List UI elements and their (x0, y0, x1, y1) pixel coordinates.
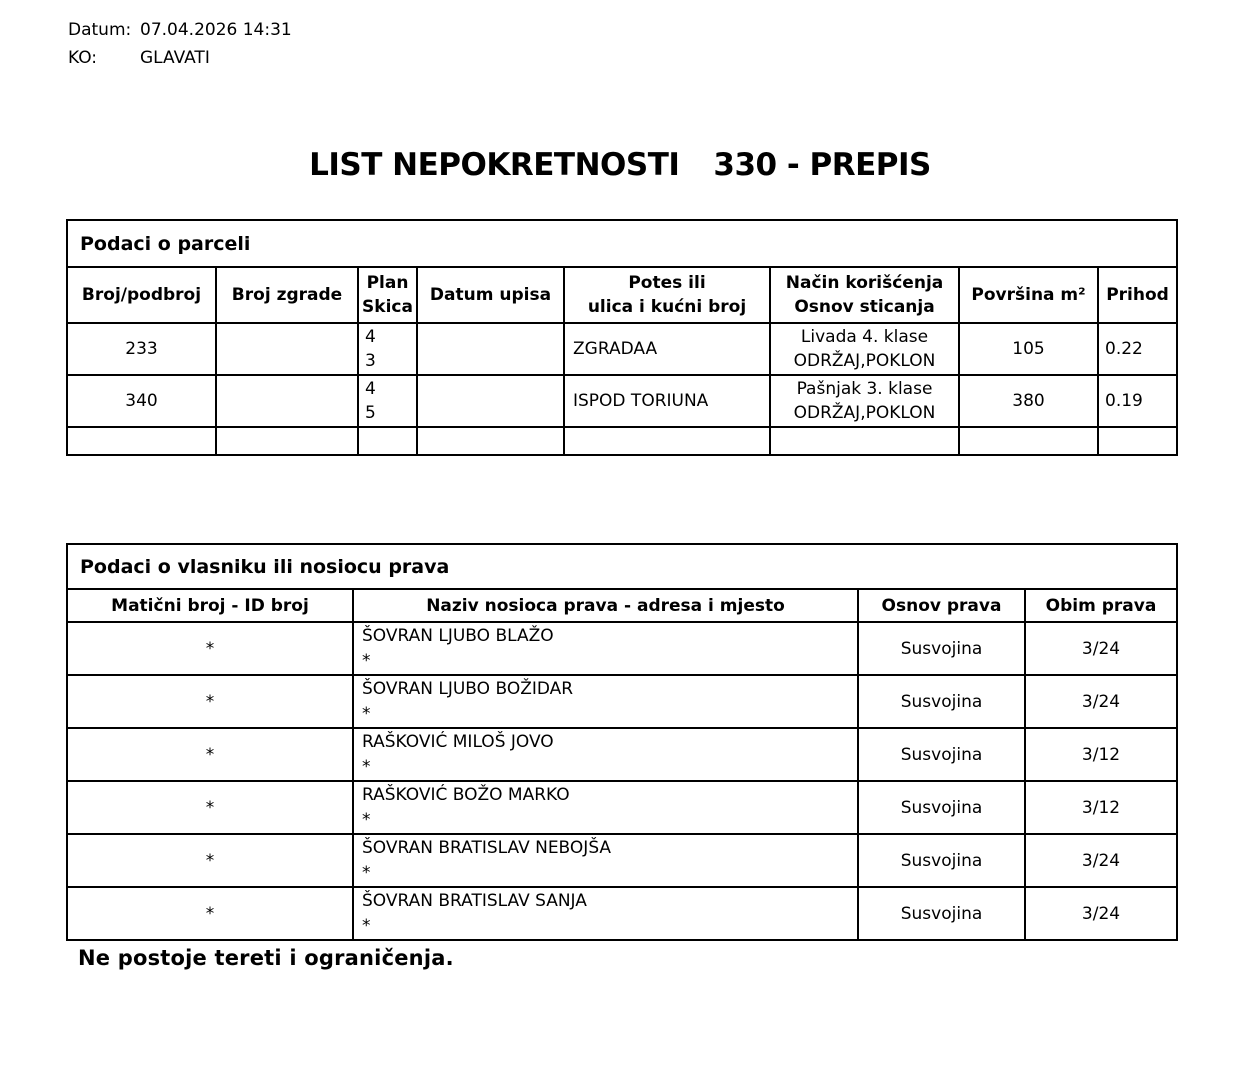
col-header-naziv-nosioca: Naziv nosioca prava - adresa i mjesto (352, 588, 859, 623)
page-title-text: LIST NEPOKRETNOSTI (309, 147, 680, 183)
col-header-broj-zgrade: Broj zgrade (215, 266, 359, 324)
cell-prihod: 0.19 (1096, 374, 1179, 428)
page-title-number: 330 - PREPIS (713, 147, 931, 183)
cell-osnov-prava: Susvojina (857, 621, 1026, 676)
col-header-osnov-prava: Osnov prava (857, 588, 1026, 623)
cell-nacin-osnov: Livada 4. klase ODRŽAJ,POKLON (769, 322, 960, 376)
cell-obim-prava: 3/24 (1024, 833, 1178, 888)
owner-section-title-row: Podaci o vlasniku ili nosiocu prava (66, 543, 1178, 590)
col-header-prihod: Prihod (1096, 266, 1179, 324)
col-header-potes: Potes ili ulica i kućni broj (563, 266, 771, 324)
cell-naziv-nosioca: ŠOVRAN BRATISLAV NEBOJŠA * (352, 833, 859, 888)
cell-maticni-broj: * (66, 833, 354, 888)
cell-obim-prava: 3/24 (1024, 886, 1178, 941)
owner-table: Podaci o vlasniku ili nosiocu prava Mati… (66, 543, 1178, 941)
cell-osnov-prava: Susvojina (857, 727, 1026, 782)
cell-broj-zgrade (215, 322, 359, 376)
cell-maticni-broj: * (66, 780, 354, 835)
cell-maticni-broj: * (66, 621, 354, 676)
cell-naziv-nosioca: ŠOVRAN LJUBO BOŽIDAR * (352, 674, 859, 729)
col-header-broj-podbroj: Broj/podbroj (66, 266, 217, 324)
empty-cell (1096, 426, 1179, 456)
cell-naziv-nosioca: RAŠKOVIĆ MILOŠ JOVO * (352, 727, 859, 782)
parcel-row: 233 4 3 ZGRADAA Livada 4. klase ODRŽAJ,P… (66, 322, 1179, 376)
owner-row: * ŠOVRAN LJUBO BLAŽO * Susvojina 3/24 (66, 621, 1178, 676)
cell-broj-zgrade (215, 374, 359, 428)
parcel-section-title-row: Podaci o parceli (65, 219, 1179, 268)
cell-broj-podbroj: 233 (66, 322, 217, 376)
col-header-nacin-osnov: Način korišćenja Osnov sticanja (769, 266, 960, 324)
parcel-empty-row (66, 426, 1179, 456)
owner-section-title: Podaci o vlasniku ili nosiocu prava (66, 543, 1178, 590)
cell-osnov-prava: Susvojina (857, 886, 1026, 941)
empty-cell (416, 426, 565, 456)
parcel-table: Podaci o parceli Broj/podbroj Broj zgrad… (65, 219, 1179, 456)
ko-label: KO: (68, 48, 98, 68)
cell-obim-prava: 3/12 (1024, 727, 1178, 782)
cell-povrsina: 105 (958, 322, 1099, 376)
cell-maticni-broj: * (66, 674, 354, 729)
cell-nacin-osnov: Pašnjak 3. klase ODRŽAJ,POKLON (769, 374, 960, 428)
cell-osnov-prava: Susvojina (857, 780, 1026, 835)
parcel-header-row: Broj/podbroj Broj zgrade Plan Skica Datu… (66, 266, 1179, 324)
col-header-povrsina: Površina m² (958, 266, 1099, 324)
no-encumbrances-note: Ne postoje tereti i ograničenja. (78, 946, 454, 970)
cell-obim-prava: 3/24 (1024, 674, 1178, 729)
cell-datum-upisa (416, 322, 565, 376)
document-meta: Datum: 07.04.2026 14:31 KO: GLAVATI (68, 20, 292, 69)
owner-row: * RAŠKOVIĆ BOŽO MARKO * Susvojina 3/12 (66, 780, 1178, 835)
empty-cell (215, 426, 359, 456)
empty-cell (958, 426, 1099, 456)
owner-row: * ŠOVRAN BRATISLAV NEBOJŠA * Susvojina 3… (66, 833, 1178, 888)
cell-prihod: 0.22 (1096, 322, 1179, 376)
col-header-datum-upisa: Datum upisa (416, 266, 565, 324)
empty-cell (769, 426, 960, 456)
ko-value: GLAVATI (140, 48, 210, 68)
col-header-obim-prava: Obim prava (1024, 588, 1178, 623)
cell-potes: ZGRADAA (563, 322, 771, 376)
cell-potes: ISPOD TORIUNA (563, 374, 771, 428)
parcel-section-title: Podaci o parceli (65, 219, 1179, 268)
page-title: LIST NEPOKRETNOSTI 330 - PREPIS (0, 147, 1240, 183)
empty-cell (563, 426, 771, 456)
cell-plan-skica: 4 5 (357, 374, 418, 428)
owner-row: * RAŠKOVIĆ MILOŠ JOVO * Susvojina 3/12 (66, 727, 1178, 782)
cell-obim-prava: 3/24 (1024, 621, 1178, 676)
datum-value: 07.04.2026 14:31 (140, 20, 292, 40)
empty-cell (357, 426, 418, 456)
owner-row: * ŠOVRAN LJUBO BOŽIDAR * Susvojina 3/24 (66, 674, 1178, 729)
empty-cell (66, 426, 217, 456)
owner-row: * ŠOVRAN BRATISLAV SANJA * Susvojina 3/2… (66, 886, 1178, 941)
col-header-maticni-broj: Matični broj - ID broj (66, 588, 354, 623)
cell-broj-podbroj: 340 (66, 374, 217, 428)
cell-naziv-nosioca: RAŠKOVIĆ BOŽO MARKO * (352, 780, 859, 835)
parcel-row: 340 4 5 ISPOD TORIUNA Pašnjak 3. klase O… (66, 374, 1179, 428)
cell-datum-upisa (416, 374, 565, 428)
cell-maticni-broj: * (66, 886, 354, 941)
cell-obim-prava: 3/12 (1024, 780, 1178, 835)
cell-naziv-nosioca: ŠOVRAN LJUBO BLAŽO * (352, 621, 859, 676)
cell-povrsina: 380 (958, 374, 1099, 428)
cell-osnov-prava: Susvojina (857, 674, 1026, 729)
cell-plan-skica: 4 3 (357, 322, 418, 376)
cell-maticni-broj: * (66, 727, 354, 782)
owner-header-row: Matični broj - ID broj Naziv nosioca pra… (66, 588, 1178, 623)
col-header-plan-skica: Plan Skica (357, 266, 418, 324)
datum-label: Datum: (68, 20, 132, 40)
cell-osnov-prava: Susvojina (857, 833, 1026, 888)
cell-naziv-nosioca: ŠOVRAN BRATISLAV SANJA * (352, 886, 859, 941)
